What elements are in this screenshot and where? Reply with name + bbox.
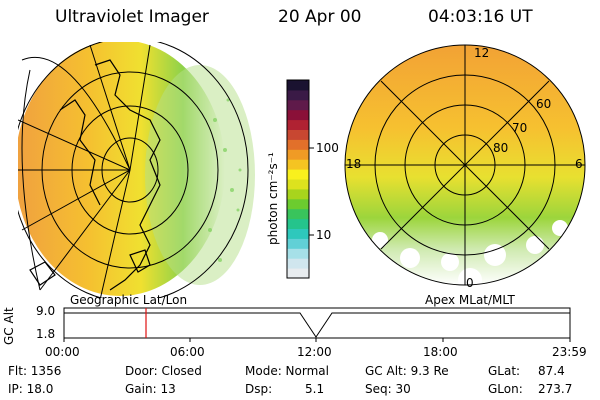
colorbar-swatch bbox=[287, 89, 309, 101]
info-flight: Flt: 1356 bbox=[8, 364, 62, 378]
info-gc-alt: GC Alt: 9.3 Re bbox=[365, 364, 449, 378]
colorbar-swatch bbox=[287, 208, 309, 220]
altitude-plot bbox=[63, 307, 571, 342]
altitude-ylabel: GC Alt bbox=[2, 307, 16, 345]
xtick-2359: 23:59 bbox=[552, 345, 587, 359]
colorbar bbox=[286, 79, 314, 279]
info-glat-label: GLat: bbox=[488, 364, 521, 378]
colorbar-swatch bbox=[287, 139, 309, 150]
colorbar-label: photon cm⁻²s⁻¹ bbox=[266, 152, 280, 245]
info-ip: IP: 18.0 bbox=[8, 382, 54, 396]
colorbar-swatch bbox=[287, 179, 309, 190]
colorbar-swatch bbox=[287, 248, 309, 259]
mlat-label-60: 60 bbox=[536, 97, 552, 111]
colorbar-swatch bbox=[287, 218, 309, 229]
mlat-label-80: 80 bbox=[493, 141, 509, 155]
colorbar-swatch bbox=[287, 188, 309, 200]
info-gain: Gain: 13 bbox=[125, 382, 176, 396]
right-panel-label: Apex MLat/MLT bbox=[425, 293, 515, 307]
colorbar-swatch bbox=[287, 149, 309, 160]
polar-plot bbox=[344, 44, 586, 286]
colorbar-swatch bbox=[287, 198, 309, 210]
mlt-label-0: 0 bbox=[466, 276, 474, 290]
colorbar-swatch bbox=[287, 80, 309, 91]
colorbar-swatch bbox=[287, 159, 309, 170]
mlt-label-6: 6 bbox=[575, 157, 583, 171]
colorbar-swatch bbox=[287, 99, 309, 111]
mlt-label-12: 12 bbox=[474, 46, 490, 60]
colorbar-swatch bbox=[287, 238, 309, 249]
info-door: Door: Closed bbox=[125, 364, 202, 378]
mlt-label-18: 18 bbox=[346, 157, 362, 171]
xtick-1800: 18:00 bbox=[423, 345, 458, 359]
info-glat-value: 87.4 bbox=[538, 364, 565, 378]
colorbar-tick-100: 100 bbox=[316, 141, 339, 155]
time-label: 04:03:16 UT bbox=[428, 7, 533, 27]
altitude-ytick-1.8: 1.8 bbox=[36, 327, 56, 341]
mlat-label-70: 70 bbox=[512, 121, 528, 135]
info-seq: Seq: 30 bbox=[365, 382, 411, 396]
colorbar-swatch bbox=[287, 119, 309, 130]
left-panel-label: Geographic Lat/Lon bbox=[70, 293, 188, 307]
colorbar-swatch bbox=[287, 109, 309, 121]
altitude-ytick-9: 9.0 bbox=[36, 304, 56, 318]
info-glon-value: 273.7 bbox=[538, 382, 573, 396]
colorbar-swatch bbox=[287, 169, 309, 180]
xtick-0600: 06:00 bbox=[170, 345, 205, 359]
info-glon-label: GLon: bbox=[488, 382, 523, 396]
info-dsp-label: Dsp: bbox=[245, 382, 273, 396]
info-mode: Mode: Normal bbox=[245, 364, 329, 378]
colorbar-tick-10: 10 bbox=[316, 228, 332, 242]
colorbar-swatch bbox=[287, 268, 309, 279]
colorbar-swatch bbox=[287, 258, 309, 269]
colorbar-swatch bbox=[287, 228, 309, 239]
info-dsp-value: 5.1 bbox=[305, 382, 325, 396]
app-title: Ultraviolet Imager bbox=[55, 7, 209, 27]
colorbar-swatch bbox=[287, 129, 309, 140]
date-label: 20 Apr 00 bbox=[278, 7, 362, 27]
xtick-1200: 12:00 bbox=[297, 345, 332, 359]
geographic-image bbox=[18, 42, 255, 298]
xtick-0000: 00:00 bbox=[45, 345, 80, 359]
